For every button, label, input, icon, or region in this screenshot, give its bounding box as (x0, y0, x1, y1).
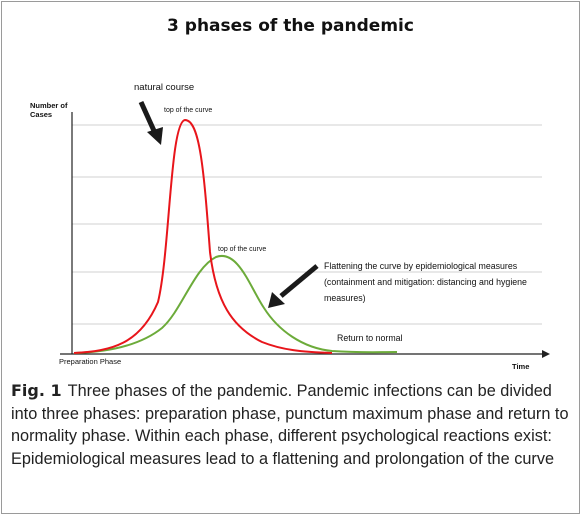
flattening-arrow (268, 264, 319, 308)
figure-image: 3 phases of the pandemic Number of Cases… (2, 2, 579, 372)
flattened-curve (73, 254, 398, 354)
caption-text: Three phases of the pandemic. Pandemic i… (11, 382, 569, 468)
natural-course-arrow (138, 100, 163, 145)
natural-course-curve (73, 118, 333, 354)
y-axis-label: Number of (30, 101, 68, 110)
top-of-curve-green-label: top of the curve (218, 246, 266, 253)
y-axis-label-line2: Cases (30, 110, 52, 119)
flattening-label-line3: measures) (324, 293, 366, 303)
y-axis-label-line1: Number of (30, 101, 68, 110)
preparation-phase-label: Preparation Phase (59, 357, 121, 366)
x-axis-arrowhead (542, 350, 550, 358)
flattening-label: (containment and mitigation: distancing … (324, 277, 527, 287)
flattening-label-line1: Flattening the curve by epidemiological … (324, 261, 518, 271)
natural-course-label: natural course (134, 82, 194, 93)
flattening-label: measures) (324, 293, 366, 303)
figure-label: Fig. 1 (11, 381, 62, 400)
return-to-normal-label: Return to normal (337, 333, 403, 343)
gridlines (72, 124, 542, 325)
pandemic-curve-diagram: Number of Cases Time Preparation Phase n… (30, 82, 550, 371)
flattening-label-line2: (containment and mitigation: distancing … (324, 277, 527, 287)
top-of-curve-red-label: top of the curve (164, 107, 212, 114)
y-axis-label: Cases (30, 110, 52, 119)
x-axis-label: Time (512, 362, 529, 371)
figure-caption: Fig. 1 Three phases of the pandemic. Pand… (11, 380, 571, 470)
flattening-label: Flattening the curve by epidemiological … (324, 261, 518, 271)
figure-title: 3 phases of the pandemic (167, 16, 414, 36)
